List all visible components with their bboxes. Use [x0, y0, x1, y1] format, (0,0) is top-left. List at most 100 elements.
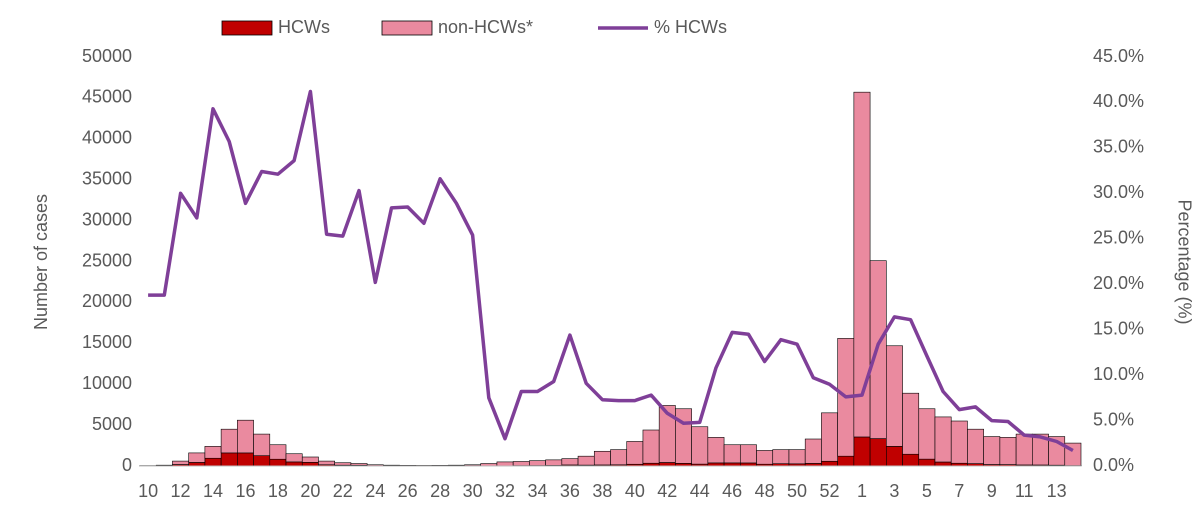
y-tick-label: 45000 [82, 87, 132, 107]
legend-label: % HCWs [654, 17, 727, 37]
x-tick-label: 24 [365, 481, 385, 501]
bar [919, 459, 935, 466]
bar [708, 437, 724, 463]
bar [935, 462, 951, 466]
x-tick-label: 1 [857, 481, 867, 501]
bar [318, 461, 334, 465]
bar [270, 445, 286, 459]
bar [172, 461, 188, 464]
bar [286, 454, 302, 462]
y2-tick-label: 0.0% [1093, 455, 1134, 475]
bar [854, 437, 870, 466]
bar [562, 459, 578, 465]
bar [351, 464, 367, 466]
x-tick-label: 3 [889, 481, 899, 501]
legend-marker [382, 21, 432, 35]
bar [189, 462, 205, 466]
bar [984, 437, 1000, 465]
bar [286, 462, 302, 466]
bar [221, 429, 237, 453]
x-tick-label: 5 [922, 481, 932, 501]
x-tick-label: 13 [1047, 481, 1067, 501]
line [148, 92, 1073, 451]
x-tick-label: 36 [560, 481, 580, 501]
bar [886, 446, 902, 466]
x-tick-label: 22 [333, 481, 353, 501]
bar [821, 413, 837, 461]
y2-tick-label: 35.0% [1093, 137, 1144, 157]
bar [481, 464, 497, 466]
bar [659, 462, 675, 466]
legend-label: non-HCWs* [438, 17, 533, 37]
bar [302, 457, 318, 462]
bar [205, 458, 221, 466]
bar [821, 461, 837, 466]
bar [886, 346, 902, 447]
bar [497, 462, 513, 466]
x-tick-label: 32 [495, 481, 515, 501]
x-tick-label: 7 [954, 481, 964, 501]
x-tick-label: 48 [755, 481, 775, 501]
legend-marker [222, 21, 272, 35]
y-tick-label: 35000 [82, 168, 132, 188]
bar [627, 441, 643, 464]
x-tick-label: 50 [787, 481, 807, 501]
bar [870, 439, 886, 466]
bar [935, 417, 951, 462]
x-tick-label: 16 [235, 481, 255, 501]
bar [270, 459, 286, 466]
x-tick-label: 11 [1015, 481, 1034, 501]
bar [221, 453, 237, 466]
bar [335, 463, 351, 465]
x-tick-label: 38 [592, 481, 612, 501]
x-tick-label: 18 [268, 481, 288, 501]
bar [724, 445, 740, 463]
y2-tick-label: 15.0% [1093, 318, 1144, 338]
bar [302, 462, 318, 466]
x-tick-label: 28 [430, 481, 450, 501]
bar [513, 462, 529, 466]
x-tick-label: 9 [987, 481, 997, 501]
bar [838, 456, 854, 466]
bar [675, 409, 691, 464]
bar [919, 409, 935, 459]
y2-tick-label: 40.0% [1093, 91, 1144, 111]
y-tick-label: 10000 [82, 373, 132, 393]
y-tick-label: 5000 [92, 414, 132, 434]
x-tick-label: 46 [722, 481, 742, 501]
y2-tick-label: 45.0% [1093, 46, 1144, 66]
x-tick-label: 52 [820, 481, 840, 501]
y-tick-label: 0 [122, 455, 132, 475]
x-tick-label: 44 [690, 481, 710, 501]
bar [237, 453, 253, 466]
x-tick-label: 30 [463, 481, 483, 501]
bar [1016, 434, 1032, 465]
bar [903, 393, 919, 454]
y-tick-label: 25000 [82, 250, 132, 270]
y-tick-label: 20000 [82, 291, 132, 311]
bar [205, 446, 221, 458]
bar [692, 427, 708, 464]
x-tick-label: 34 [527, 481, 547, 501]
bar [529, 461, 545, 466]
x-tick-label: 26 [398, 481, 418, 501]
bar [254, 456, 270, 466]
x-tick-label: 40 [625, 481, 645, 501]
x-tick-label: 12 [171, 481, 191, 501]
bar [578, 456, 594, 465]
bar [805, 439, 821, 463]
bar [237, 420, 253, 453]
bar [643, 430, 659, 463]
bar [254, 434, 270, 456]
y2-tick-label: 20.0% [1093, 273, 1144, 293]
bar [740, 445, 756, 463]
legend-label: HCWs [278, 17, 330, 37]
bar [594, 451, 610, 465]
y-tick-label: 40000 [82, 128, 132, 148]
y-tick-label: 50000 [82, 46, 132, 66]
bar [773, 450, 789, 464]
x-tick-label: 42 [657, 481, 677, 501]
x-tick-label: 20 [300, 481, 320, 501]
y-axis-label: Number of cases [31, 194, 51, 330]
